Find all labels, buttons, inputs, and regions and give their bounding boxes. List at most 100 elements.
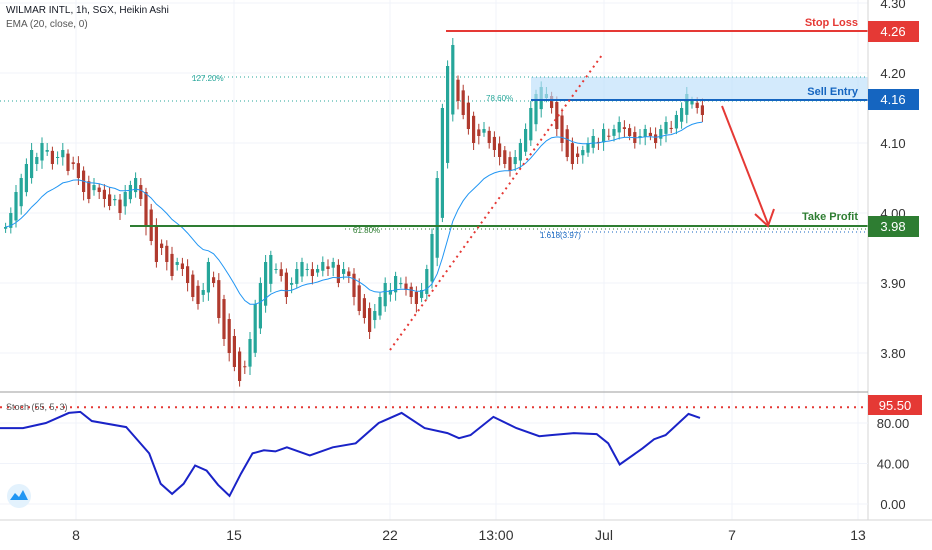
fib-61-label: 61.80% [353,226,380,235]
time-axis: 8 15 22 13:00 Jul 7 13 [72,527,866,543]
candle-body [300,262,304,277]
candle-body [305,269,309,270]
candle-body [19,178,23,207]
symbol-title: WILMAR INTL, 1h, SGX, Heikin Ashi [6,5,169,16]
candle-body [269,255,273,284]
candle-body [248,339,252,367]
candle-body [607,135,611,137]
candle-body [347,271,351,276]
candle-body [97,187,101,192]
candle-body [87,181,91,199]
candle-body [503,150,507,164]
candle-body [170,253,174,276]
candle-body [477,129,481,136]
candle-body [284,272,288,297]
candle-body [165,245,169,262]
time-tick-label: 7 [728,527,736,543]
candle-body [513,157,517,165]
candle-body [628,128,632,136]
candle-body [128,185,132,200]
candle-body [331,262,335,268]
candle-body [534,94,538,125]
candle-body [14,192,18,221]
candle-body [212,277,216,283]
candle-body [321,262,325,271]
candle-body [570,143,574,164]
stoch-level-value: 95.50 [879,398,912,413]
stop-loss-badge: 4.26 [868,21,919,42]
ema-legend: EMA (20, close, 0) [6,19,88,30]
candle-body [586,143,590,153]
candle-body [191,274,195,297]
candle-body [123,192,127,207]
price-axis: 4.304.204.104.003.903.80 [880,0,905,361]
candle-body [622,127,626,129]
candle-body [659,129,663,139]
candle-body [456,79,460,101]
candle-body [295,269,299,284]
sell-zone [531,77,868,100]
candle-body [316,269,320,273]
candle-body [576,153,580,157]
candle-body [487,130,491,143]
candle-body [565,129,569,157]
candle-body [440,108,444,218]
price-tick-label: 4.20 [880,66,905,81]
candle-body [326,266,330,269]
candle-body [529,108,533,141]
candle-body [373,311,377,321]
candle-body [524,129,528,152]
down-arrow [721,105,775,228]
candle-body [446,66,450,163]
candle-body [160,243,164,248]
candle-body [378,297,382,316]
candle-body [508,157,512,171]
candle-body [342,269,346,274]
candle-body [217,280,221,318]
candle-body [695,102,699,108]
candle-body [24,164,28,193]
candle-body [420,290,424,298]
candle-body [186,266,190,283]
candle-body [274,269,278,270]
price-tick-label: 3.80 [880,346,905,361]
stoch-line [0,410,701,498]
candle-body [92,185,96,191]
candle-body [76,163,80,178]
candle-body [492,136,496,150]
candle-body [352,273,356,297]
sell-entry-value: 4.16 [880,92,905,107]
candle-body [357,285,361,311]
stoch-axis: 80.00 40.00 0.00 [877,416,910,512]
candle-body [664,122,668,134]
price-tick-label: 4.10 [880,136,905,151]
candle-body [258,283,262,329]
candle-body [56,157,60,158]
tradingview-logo-icon[interactable] [7,484,31,508]
candle-body [612,129,616,136]
candle-body [581,150,585,156]
time-tick-label: 15 [226,527,242,543]
sell-entry-label: Sell Entry [807,86,859,98]
candle-body [414,291,418,304]
candle-body [383,283,387,307]
candle-body [336,264,340,283]
candle-body [550,96,554,108]
candle-body [451,45,455,115]
sell-entry-badge: 4.16 [868,89,919,110]
candle-body [596,141,600,143]
candle-body [472,115,476,143]
stop-loss-label: Stop Loss [805,17,858,29]
price-tick-label: 4.30 [880,0,905,11]
candle-body [669,127,673,129]
candle-body [9,213,13,228]
candle-body [113,199,117,201]
take-profit-label: Take Profit [802,211,858,223]
candle-body [35,157,39,165]
candle-body [180,263,184,269]
candle-body [201,290,205,295]
candle-body [139,185,143,199]
candle-body [362,298,366,318]
candle-body [253,304,257,353]
